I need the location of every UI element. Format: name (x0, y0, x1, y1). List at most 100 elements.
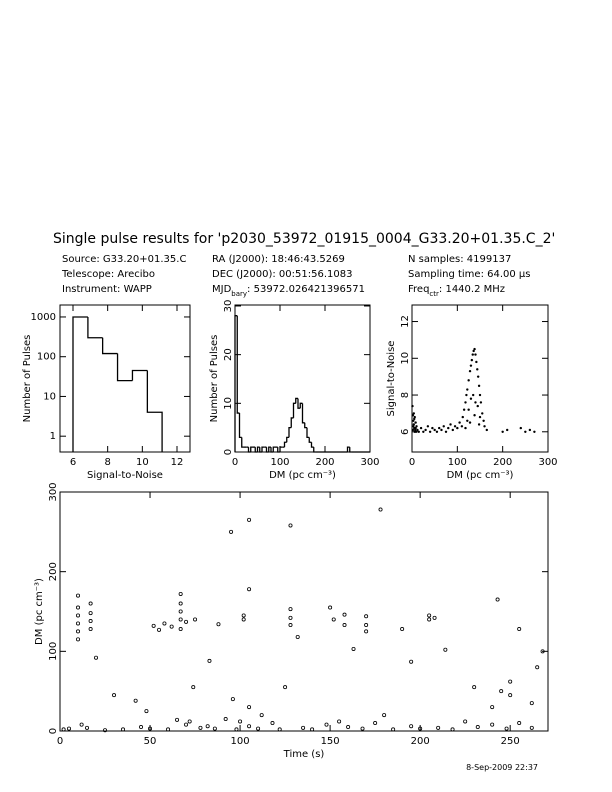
histogram-bin (116, 353, 133, 382)
point (466, 419, 469, 422)
info-line: Freqctr: 1440.2 MHz (408, 284, 505, 298)
y-tick-label: 0 (48, 728, 59, 734)
point (418, 726, 423, 731)
point (94, 655, 99, 660)
point (411, 404, 414, 408)
histogram-bin (283, 441, 287, 448)
page-title: Single pulse results for 'p2030_53972_01… (53, 231, 555, 247)
point (247, 587, 252, 592)
plot-frame (411, 304, 549, 453)
histogram-bin (236, 315, 240, 414)
point (413, 415, 416, 419)
point (451, 428, 454, 432)
y-axis-label: Number of Pulses (209, 335, 220, 423)
y-tick-label: 300 (48, 482, 59, 501)
info-text: : 1440.2 MHz (439, 284, 505, 295)
histogram-bin (256, 446, 260, 452)
point (464, 401, 467, 404)
histogram-bin (277, 447, 280, 453)
point (499, 689, 504, 694)
point (229, 529, 234, 534)
histogram-bin (346, 446, 350, 452)
point (458, 421, 461, 424)
point (435, 430, 439, 433)
timestamp: 8-Sep-2009 22:37 (466, 763, 538, 772)
point (476, 375, 480, 378)
point (444, 430, 448, 433)
histogram-bin (261, 446, 265, 452)
y-tick-label: 6 (400, 429, 411, 435)
point (478, 415, 482, 419)
histogram-bin (250, 446, 253, 452)
point (449, 423, 452, 426)
point (485, 428, 488, 432)
point (524, 430, 527, 433)
histogram-bin (288, 427, 292, 438)
x-tick-label: 8 (104, 457, 110, 468)
point (462, 408, 466, 411)
point (238, 719, 243, 724)
histogram-bin (241, 437, 244, 448)
point (414, 421, 417, 424)
point (460, 425, 464, 428)
point (178, 601, 183, 606)
histogram-bin (234, 315, 238, 452)
point (157, 627, 162, 632)
point (463, 719, 468, 724)
point (475, 360, 478, 364)
point (247, 705, 252, 710)
point (413, 417, 416, 421)
point (133, 698, 138, 703)
point (473, 347, 476, 351)
point (476, 368, 479, 371)
point (187, 719, 192, 724)
point (443, 647, 448, 652)
point (178, 617, 183, 622)
info-line: Sampling time: 64.00 μs (408, 269, 531, 280)
point (178, 609, 183, 614)
histogram-bin (279, 446, 283, 452)
x-axis-label: DM (pc cm⁻³) (447, 470, 514, 481)
info-line: RA (J2000): 18:46:43.5269 (212, 254, 345, 265)
point (79, 722, 84, 727)
point (417, 430, 420, 433)
y-tick-label: 1000 (31, 312, 56, 323)
x-tick-label: 100 (231, 736, 250, 747)
point (247, 517, 252, 522)
point (166, 727, 171, 732)
y-tick-label: 20 (223, 348, 234, 361)
point (476, 404, 479, 408)
info-text: Freq (408, 284, 429, 295)
point (411, 428, 415, 432)
point (256, 726, 261, 731)
info-text: : 53972.026421396571 (247, 284, 365, 295)
histogram-bin (272, 446, 276, 452)
x-tick-label: 200 (315, 457, 334, 468)
point (205, 724, 210, 729)
histogram-bin (265, 447, 269, 453)
point (247, 724, 252, 729)
point (328, 605, 333, 610)
point (483, 425, 486, 428)
point (474, 353, 477, 356)
point (504, 726, 509, 731)
point (139, 725, 144, 730)
point (277, 727, 282, 732)
x-tick-label: 200 (411, 736, 430, 747)
point (184, 722, 189, 727)
point (121, 727, 126, 732)
point (270, 721, 275, 726)
point (67, 726, 72, 731)
point (456, 426, 459, 430)
point (337, 719, 342, 724)
point (364, 629, 369, 634)
point (472, 685, 477, 690)
point (198, 725, 203, 730)
point (517, 721, 522, 726)
histogram-bin (254, 447, 258, 453)
point (230, 697, 235, 702)
point (440, 428, 443, 432)
point (241, 613, 246, 618)
y-tick-label: 200 (48, 562, 59, 581)
point (400, 627, 405, 632)
